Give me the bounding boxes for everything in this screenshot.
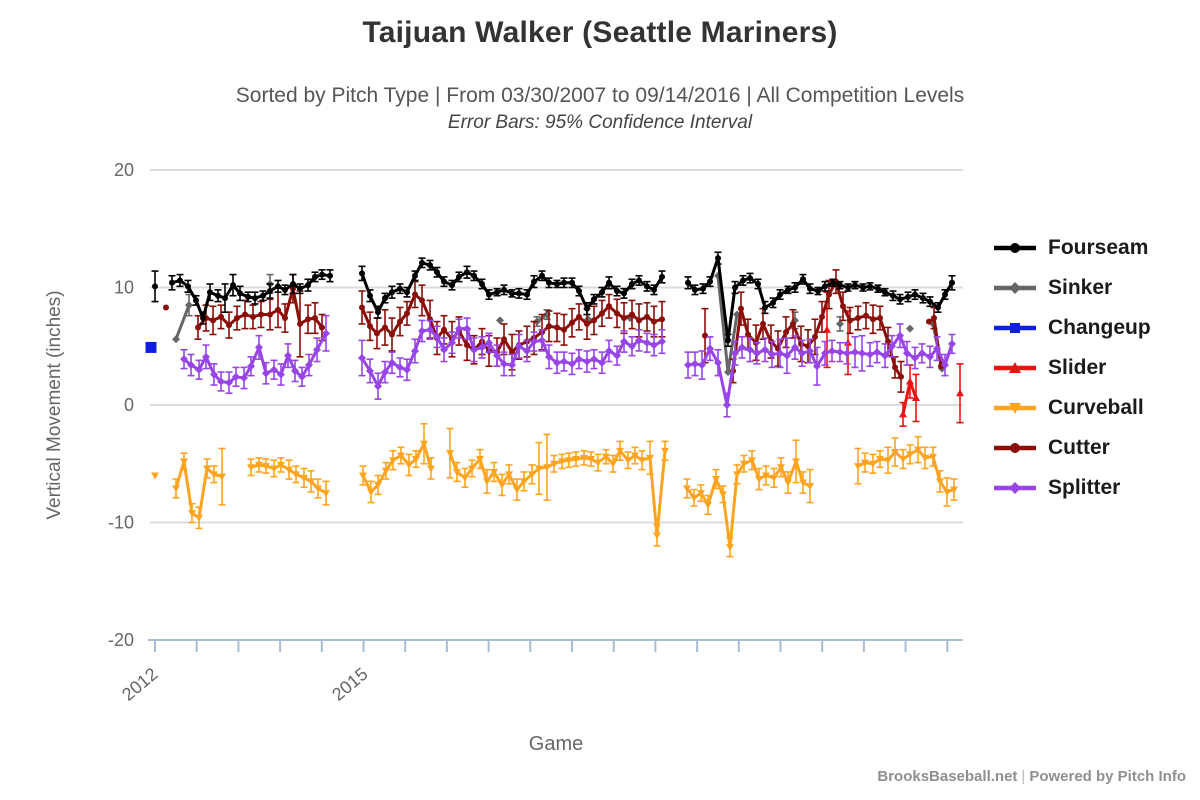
fourseam-legend-marker-icon [994, 243, 1036, 253]
legend-item-splitter[interactable]: Splitter [992, 468, 1151, 508]
curveball-legend-marker-icon [994, 403, 1036, 414]
slider-legend-marker-icon [994, 362, 1036, 373]
sinker-legend-marker-icon [994, 282, 1036, 294]
y-tick-label: 0 [124, 395, 134, 415]
legend-label: Fourseam [1048, 236, 1149, 259]
legend-label: Changeup [1048, 316, 1151, 339]
y-tick-label: -20 [108, 630, 134, 650]
footer-brand: BrooksBaseball.net [877, 768, 1018, 785]
footer: BrooksBaseball.net | Powered by Pitch Info [877, 768, 1186, 785]
splitter-legend-marker-icon [994, 482, 1036, 494]
y-tick-label: 20 [114, 160, 134, 180]
changeup-legend-marker-icon [994, 323, 1036, 333]
legend-item-fourseam[interactable]: Fourseam [992, 228, 1151, 268]
footer-powered-by: Powered by Pitch Info [1029, 768, 1186, 785]
legend-item-changeup[interactable]: Changeup [992, 308, 1151, 348]
gridlines: 20 10 0 -10 -20 [108, 160, 963, 650]
y-tick-label: 10 [114, 278, 134, 298]
series-fourseam [151, 251, 956, 348]
y-tick-label: -10 [108, 513, 134, 533]
chart-subtitle: Sorted by Pitch Type | From 03/30/2007 t… [235, 84, 965, 107]
x-axis: 2012 2015 [118, 639, 963, 705]
footer-separator: | [1021, 768, 1026, 785]
x-tick-label: 2015 [328, 664, 372, 705]
series-splitter [180, 314, 956, 418]
legend-label: Sinker [1048, 276, 1113, 299]
y-axis-title: Vertical Movement (inches) [44, 290, 65, 520]
legend-item-slider[interactable]: Slider [992, 348, 1151, 388]
x-tick-label: 2012 [118, 664, 162, 705]
legend-label: Slider [1048, 356, 1107, 379]
legend-label: Curveball [1048, 396, 1144, 419]
x-axis-title: Game [528, 733, 584, 755]
legend-item-cutter[interactable]: Cutter [992, 428, 1151, 468]
legend-label: Splitter [1048, 476, 1121, 499]
cutter-legend-marker-icon [994, 443, 1036, 453]
legend-item-curveball[interactable]: Curveball [992, 388, 1151, 428]
series-curveball [151, 422, 958, 558]
legend: Fourseam Sinker Changeup Slider Curveball Cut… [992, 228, 1151, 508]
legend-item-sinker[interactable]: Sinker [992, 268, 1151, 308]
series-changeup [145, 341, 157, 353]
legend-label: Cutter [1048, 436, 1110, 459]
error-bar-note: Error Bars: 95% Confidence Interval [447, 112, 753, 133]
page-title: Taijuan Walker (Seattle Mariners) [362, 16, 838, 49]
